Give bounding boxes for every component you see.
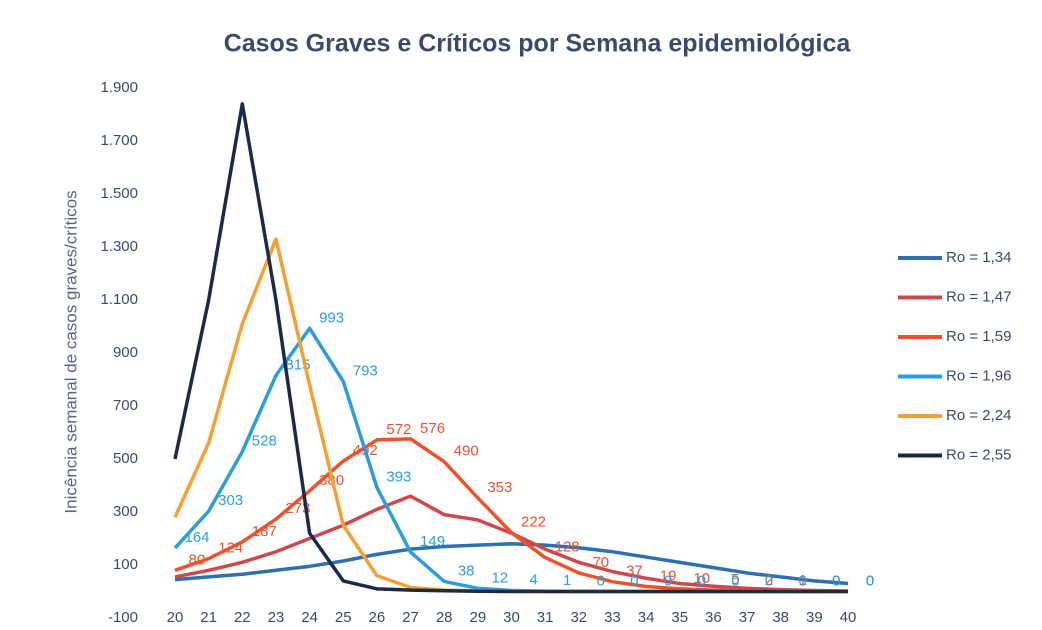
x-tick-label: 30	[503, 609, 520, 626]
chart-title: Casos Graves e Críticos por Semana epide…	[224, 30, 852, 58]
data-label: 222	[521, 514, 546, 531]
data-label: 993	[319, 309, 344, 326]
data-label: 80	[189, 551, 206, 568]
y-tick-label: 500	[113, 450, 138, 467]
legend-label: Ro = 1,34	[946, 249, 1011, 266]
data-label: 572	[386, 421, 411, 438]
data-label: 0	[799, 572, 807, 589]
x-tick-label: 29	[470, 609, 487, 626]
y-tick-label: 300	[113, 503, 138, 520]
data-label: 4	[529, 571, 537, 588]
y-tick-label: 1.700	[100, 132, 138, 149]
data-label: 5	[731, 571, 739, 588]
x-tick-label: 25	[335, 609, 352, 626]
x-tick-label: 35	[671, 609, 688, 626]
data-label: 164	[184, 529, 209, 546]
y-tick-label: 900	[113, 344, 138, 361]
data-label: 576	[420, 420, 445, 437]
y-tick-label: -100	[108, 609, 138, 626]
data-label: 0	[731, 572, 739, 589]
x-tick-label: 33	[604, 609, 621, 626]
data-label: 490	[454, 443, 479, 460]
x-tick-label: 37	[739, 609, 756, 626]
data-label: 38	[458, 562, 475, 579]
data-label: 149	[420, 533, 445, 550]
x-tick-label: 20	[167, 609, 184, 626]
data-label: 124	[218, 540, 243, 557]
x-tick-label: 21	[200, 609, 217, 626]
data-label: 187	[252, 523, 277, 540]
x-tick-label: 31	[537, 609, 554, 626]
data-label: 1	[799, 572, 807, 589]
data-label: 10	[693, 570, 710, 587]
data-label: 393	[386, 468, 411, 485]
data-label: 0	[765, 572, 773, 589]
data-label: 2	[765, 572, 773, 589]
data-label: 0	[832, 572, 840, 589]
y-tick-label: 1.300	[100, 238, 138, 255]
data-label: 19	[660, 567, 677, 584]
legend-label: Ro = 1,96	[946, 367, 1011, 384]
data-label: 0	[866, 572, 874, 589]
x-tick-label: 32	[570, 609, 587, 626]
data-label: 0	[832, 572, 840, 589]
y-axis-label: Inicência semanal de casos graves/crític…	[61, 190, 80, 513]
x-tick-label: 38	[772, 609, 789, 626]
series-line	[173, 102, 848, 594]
y-tick-label: 700	[113, 397, 138, 414]
y-tick-label: 1.500	[100, 185, 138, 202]
data-label: 37	[626, 563, 643, 580]
data-label: 70	[592, 554, 609, 571]
data-label: 303	[218, 492, 243, 509]
legend-label: Ro = 2,24	[946, 407, 1011, 424]
data-label: 528	[252, 433, 277, 450]
data-label: 128	[555, 539, 580, 556]
x-tick-label: 23	[268, 609, 285, 626]
x-tick-label: 24	[301, 609, 318, 626]
y-tick-label: 1.900	[100, 79, 138, 96]
x-tick-label: 28	[436, 609, 453, 626]
x-tick-label: 26	[369, 609, 386, 626]
data-label: 0	[597, 572, 605, 589]
series-line	[174, 542, 849, 586]
data-label: 12	[492, 569, 509, 586]
y-tick-label: 100	[113, 556, 138, 573]
data-label: 1	[563, 572, 571, 589]
legend-label: Ro = 1,47	[946, 288, 1011, 305]
data-label: 0	[630, 572, 638, 589]
data-label: 793	[353, 362, 378, 379]
data-label: 0	[698, 572, 706, 589]
x-tick-label: 40	[840, 609, 857, 626]
x-tick-label: 27	[402, 609, 419, 626]
x-tick-label: 36	[705, 609, 722, 626]
y-tick-label: 1.100	[100, 291, 138, 308]
x-tick-label: 22	[234, 609, 251, 626]
legend-label: Ro = 1,59	[946, 328, 1011, 345]
data-label: 0	[664, 572, 672, 589]
x-tick-label: 39	[806, 609, 823, 626]
data-label: 0	[866, 572, 874, 589]
legend-label: Ro = 2,55	[946, 446, 1011, 463]
x-tick-label: 34	[638, 609, 655, 626]
data-label: 353	[487, 479, 512, 496]
